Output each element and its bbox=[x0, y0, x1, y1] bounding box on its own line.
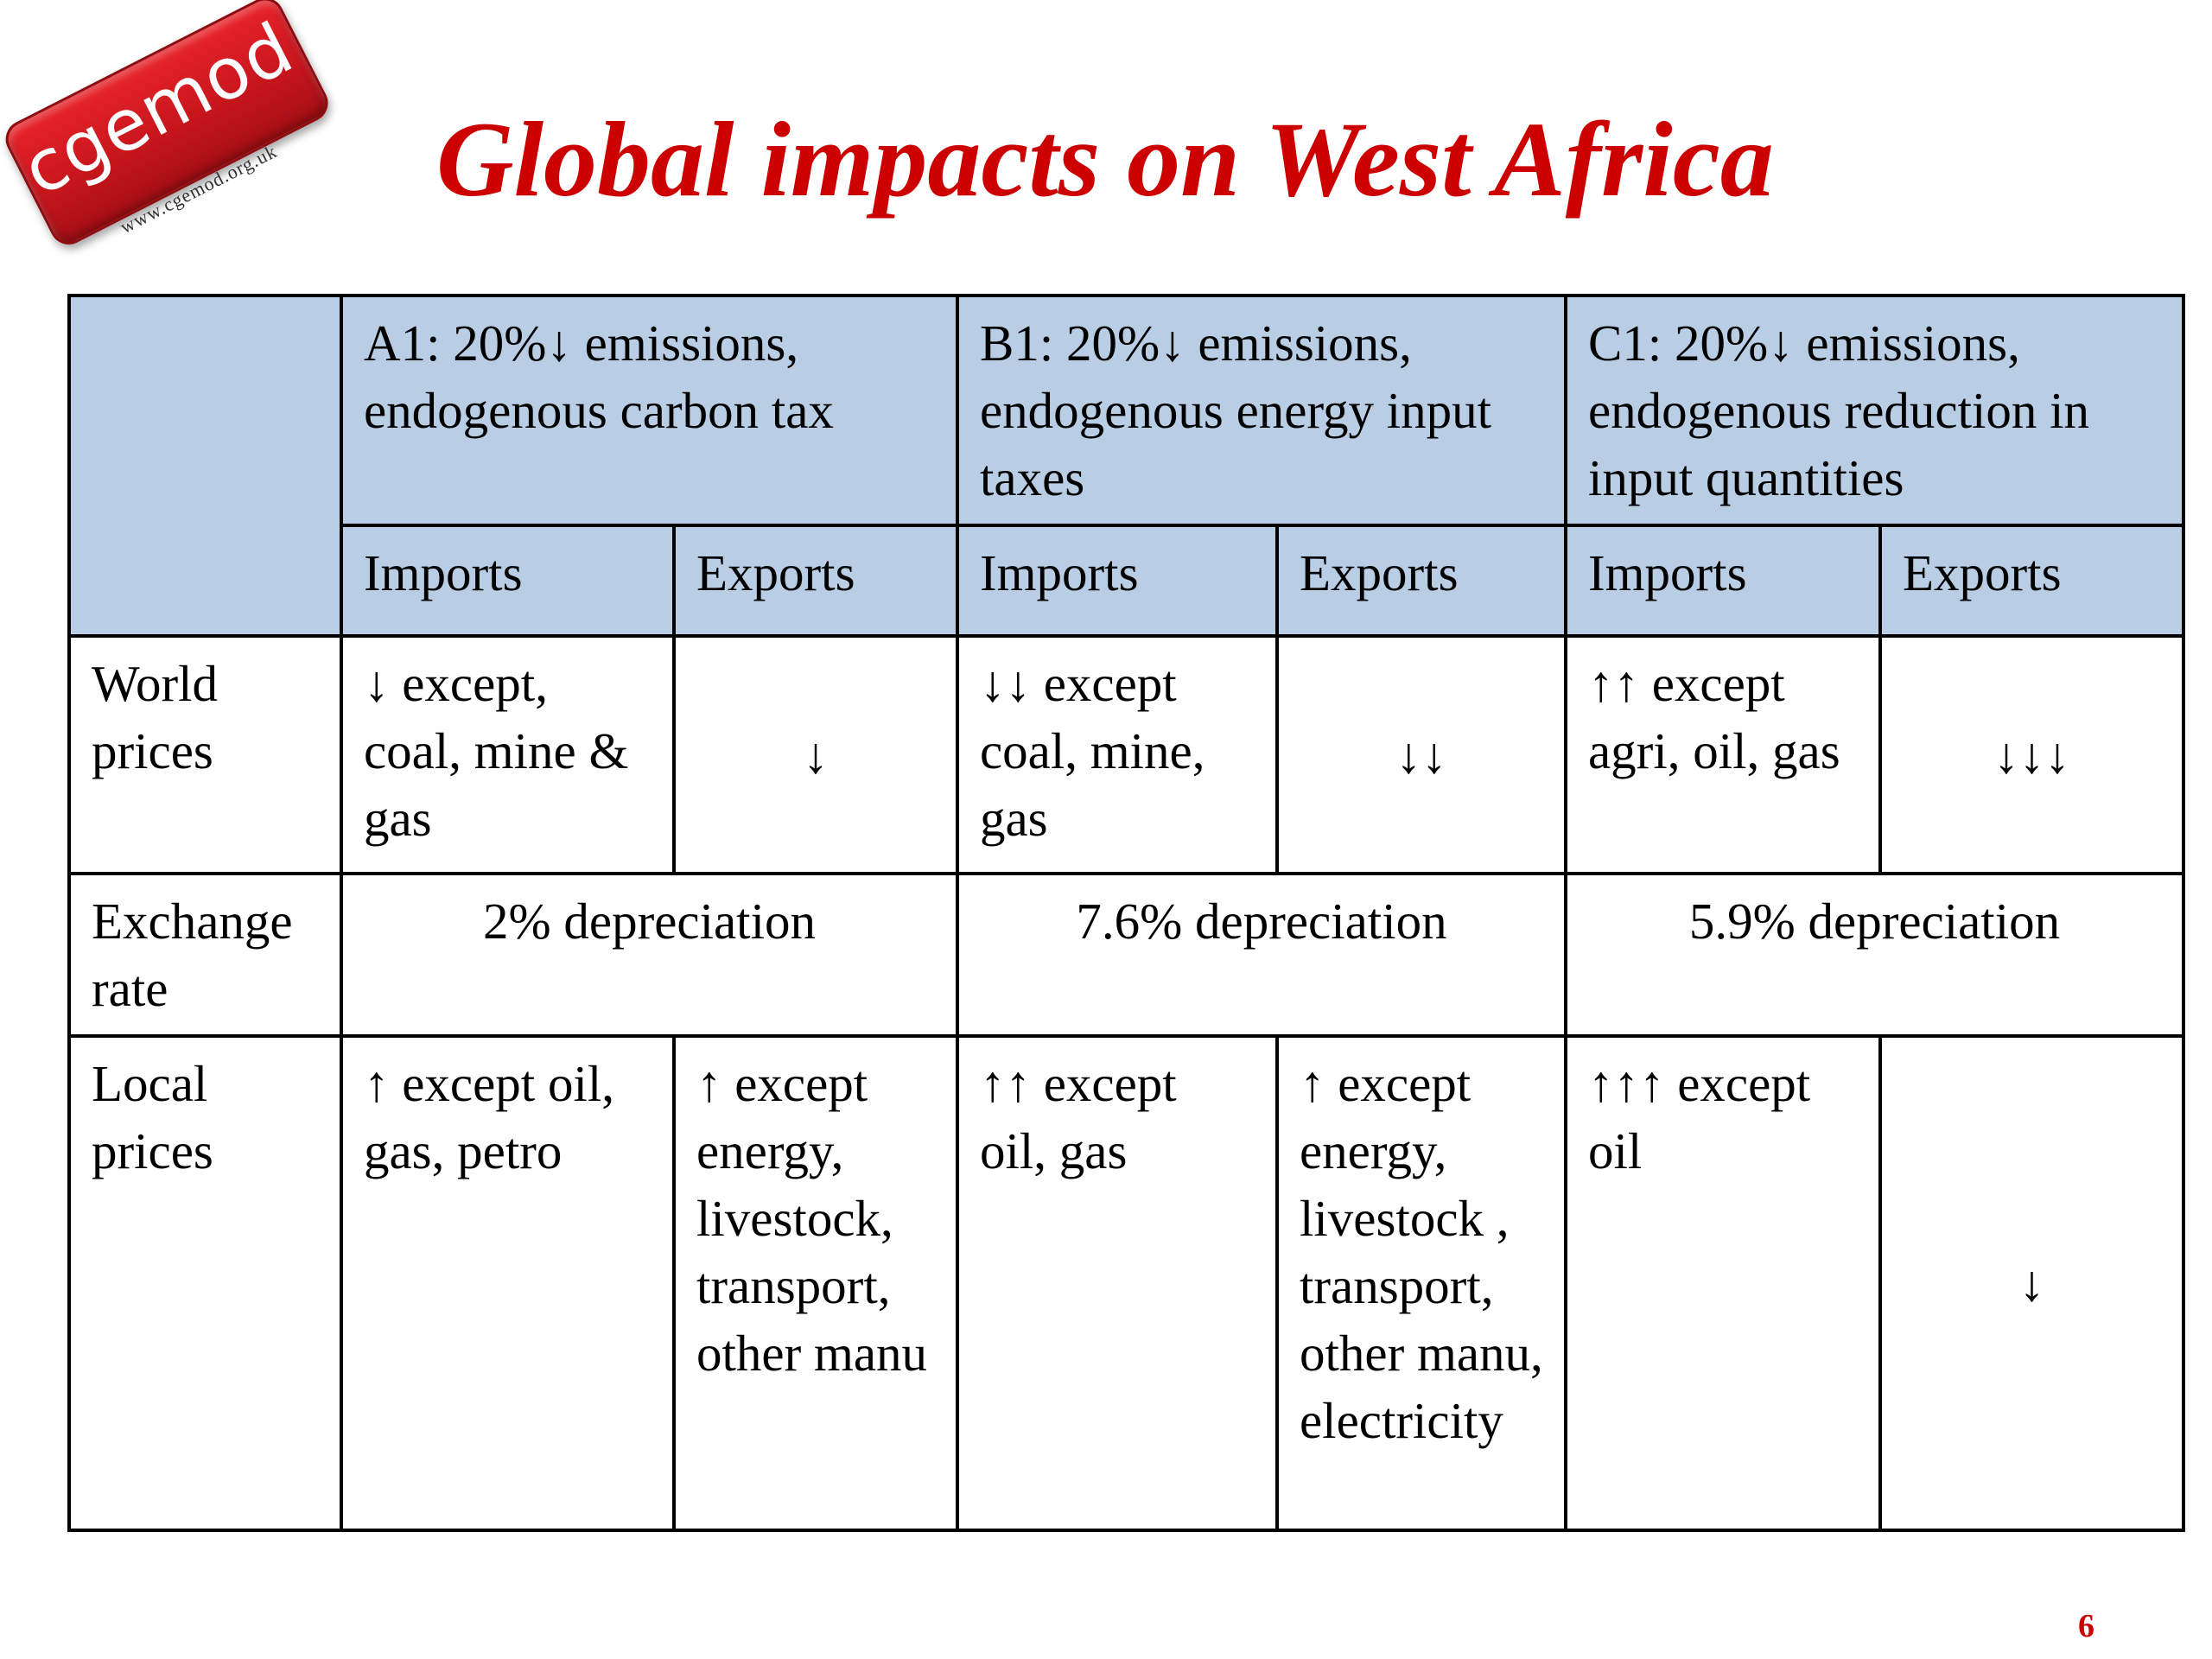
row-label-local-prices: Local prices bbox=[67, 1034, 343, 1532]
c1-imports-header: Imports bbox=[1564, 524, 1882, 638]
world-prices-b1-exports: ↓↓ bbox=[1275, 634, 1567, 875]
local-prices-c1-exports: ↓ bbox=[1878, 1034, 2185, 1532]
row-label-world-prices: World prices bbox=[67, 634, 343, 875]
header-row-scenarios: A1: 20%↓ emissions, endogenous carbon ta… bbox=[67, 294, 2185, 638]
exchange-rate-b1: 7.6% depreciation bbox=[956, 872, 1567, 1038]
cgemod-logo: cgemod www.cgemod.org.uk bbox=[0, 0, 341, 273]
scenario-b1-header: B1: 20%↓ emissions, endogenous energy in… bbox=[956, 294, 1567, 527]
scenario-a1-header: A1: 20%↓ emissions, endogenous carbon ta… bbox=[340, 294, 959, 527]
b1-imports-header: Imports bbox=[956, 524, 1279, 638]
c1-exports-header: Exports bbox=[1878, 524, 2185, 638]
a1-exports-header: Exports bbox=[672, 524, 959, 638]
scenario-c1-header: C1: 20%↓ emissions, endogenous reduction… bbox=[1564, 294, 2185, 527]
row-label-exchange-rate: Exchange rate bbox=[67, 872, 343, 1038]
world-prices-b1-imports: ↓↓ except coal, mine, gas bbox=[956, 634, 1279, 875]
impacts-table: A1: 20%↓ emissions, endogenous carbon ta… bbox=[67, 294, 2185, 1532]
local-prices-a1-exports: ↑ except energy, livestock, transport, o… bbox=[672, 1034, 959, 1532]
b1-exports-header: Exports bbox=[1275, 524, 1567, 638]
local-prices-c1-imports: ↑↑↑ except oil bbox=[1564, 1034, 1882, 1532]
table-row-local-prices: Local prices ↑ except oil, gas, petro ↑ … bbox=[67, 1034, 2185, 1532]
table-row-exchange-rate: Exchange rate 2% depreciation 7.6% depre… bbox=[67, 872, 2185, 1038]
world-prices-a1-imports: ↓ except, coal, mine & gas bbox=[340, 634, 676, 875]
world-prices-c1-exports: ↓↓↓ bbox=[1878, 634, 2185, 875]
slide-title: Global impacts on West Africa bbox=[436, 100, 1774, 219]
world-prices-c1-imports: ↑↑ except agri, oil, gas bbox=[1564, 634, 1882, 875]
table-row-world-prices: World prices ↓ except, coal, mine & gas … bbox=[67, 634, 2185, 875]
header-row-trade: Imports Exports Imports Exports Imports … bbox=[69, 524, 2185, 638]
page-number: 6 bbox=[2078, 1608, 2094, 1644]
exchange-rate-c1: 5.9% depreciation bbox=[1564, 872, 2185, 1038]
exchange-rate-a1: 2% depreciation bbox=[340, 872, 959, 1038]
world-prices-a1-exports: ↓ bbox=[672, 634, 959, 875]
local-prices-b1-imports: ↑↑ except oil, gas bbox=[956, 1034, 1279, 1532]
a1-imports-header: Imports bbox=[340, 524, 676, 638]
local-prices-b1-exports: ↑ except energy, livestock , transport, … bbox=[1275, 1034, 1567, 1532]
local-prices-a1-imports: ↑ except oil, gas, petro bbox=[340, 1034, 676, 1532]
header-corner-cell bbox=[67, 294, 343, 638]
